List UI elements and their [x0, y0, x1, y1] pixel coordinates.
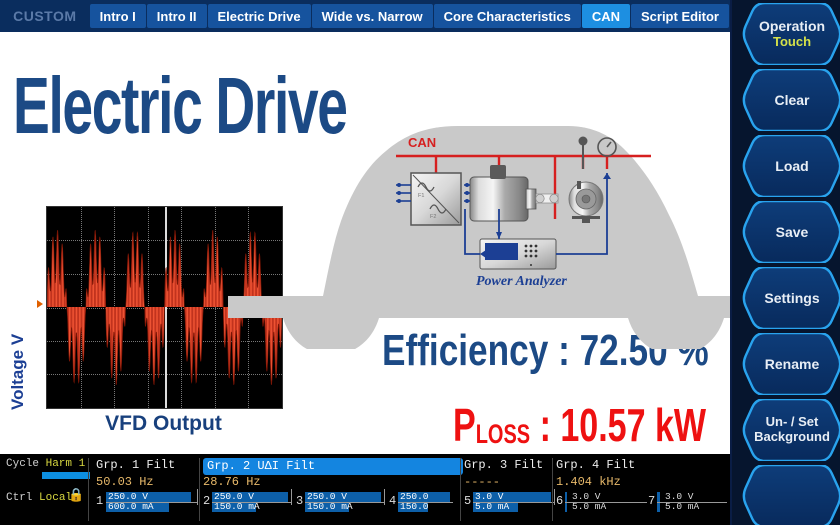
- svg-text:F2: F2: [430, 214, 436, 220]
- svg-text:CAN: CAN: [408, 135, 436, 150]
- svg-text:Power Analyzer: Power Analyzer: [476, 274, 567, 289]
- svg-text:F1: F1: [418, 193, 424, 199]
